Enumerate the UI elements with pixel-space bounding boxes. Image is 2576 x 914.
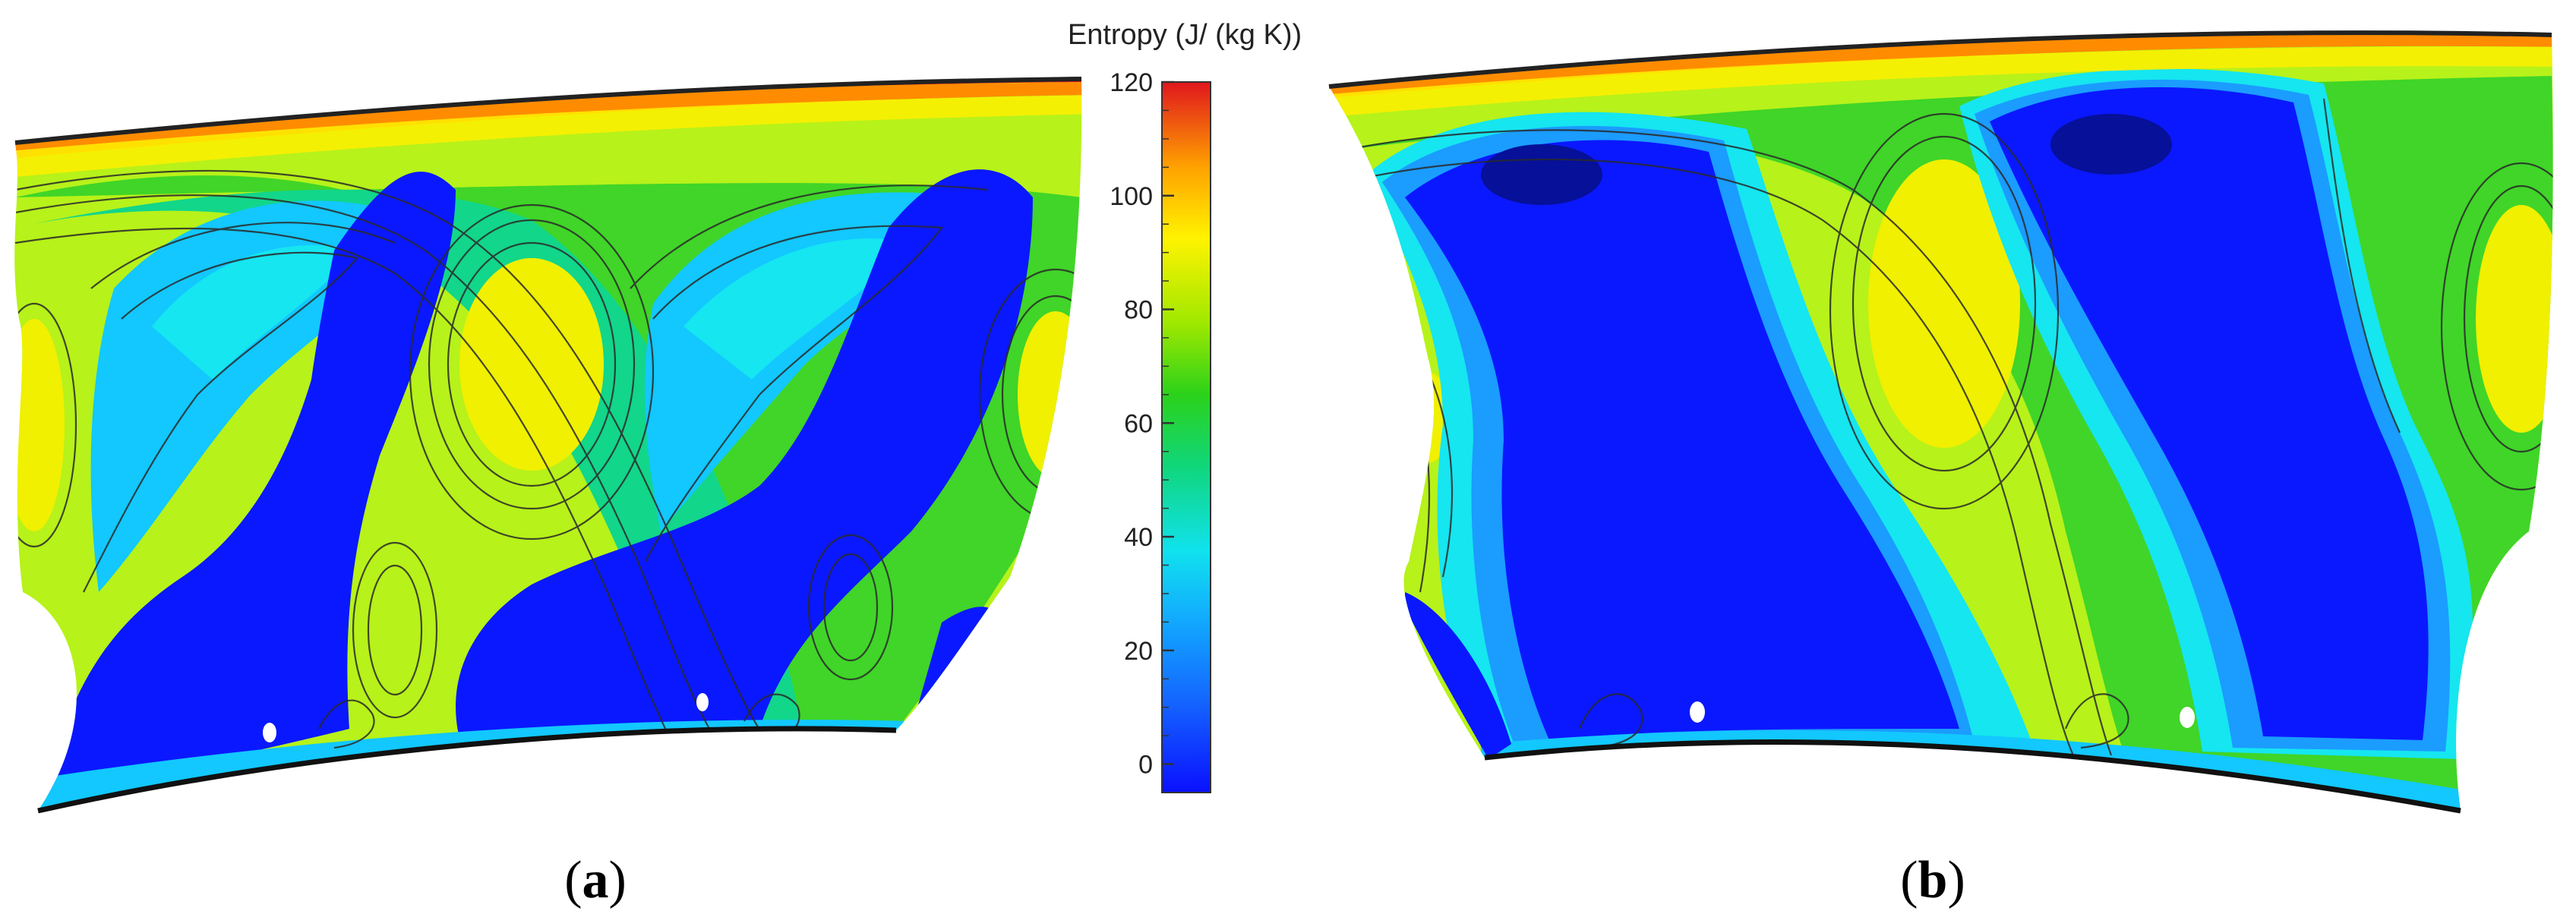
colorbar: Entropy (J/ (kg K)) 120 100 80 60 40 20 0	[1068, 19, 1302, 793]
panel-a-label: (a)	[564, 851, 627, 909]
colorbar-tick-label: 0	[1138, 751, 1153, 780]
panel-b-contour-plot	[1329, 33, 2553, 812]
panel-b-hub-edge	[1484, 739, 2461, 814]
panel-a-shroud-edge	[14, 77, 1082, 145]
colorbar-title: Entropy (J/ (kg K))	[1068, 19, 1302, 51]
colorbar-gradient	[1161, 81, 1211, 793]
panel-b-shroud-edge	[1328, 30, 2552, 89]
colorbar-tick-label: 20	[1124, 637, 1153, 666]
colorbar-tick-label: 40	[1124, 523, 1153, 552]
colorbar-ticks: 120 100 80 60 40 20 0	[1110, 68, 1174, 780]
colorbar-tick-label: 60	[1124, 409, 1153, 438]
panel-a-hub-edge	[37, 726, 897, 814]
panel-a-contour-plot	[14, 79, 1082, 811]
colorbar-tick-label: 120	[1110, 68, 1153, 97]
colorbar-tick-label: 100	[1110, 182, 1153, 211]
panel-b-label: (b)	[1900, 851, 1965, 909]
colorbar-tick-label: 80	[1124, 296, 1153, 325]
